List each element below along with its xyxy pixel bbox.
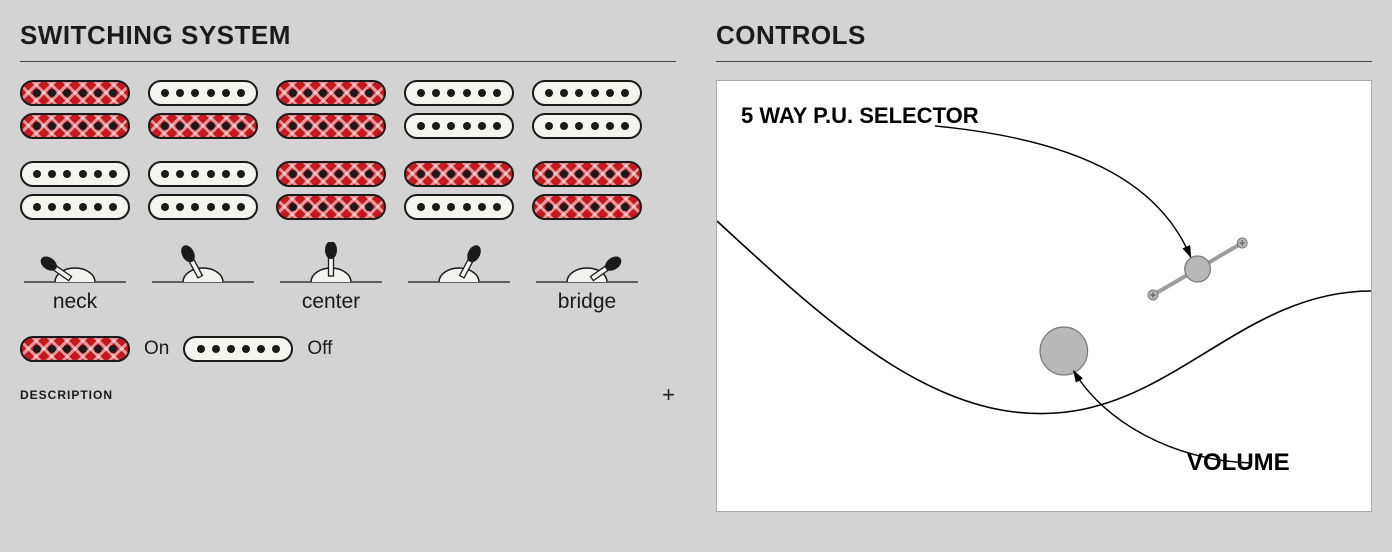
bridge-humbucker [404, 161, 514, 220]
expand-icon[interactable]: + [662, 384, 676, 406]
pickup-coil [20, 161, 130, 187]
pickup-coil [532, 113, 642, 139]
legend-off-coil [183, 336, 293, 362]
pickup-coil [276, 113, 386, 139]
switch-position [148, 242, 258, 316]
controls-panel: CONTROLS 5 WAY P.U. SELECTOR VOLUME [716, 20, 1372, 552]
pickup-coil [183, 336, 293, 362]
pickup-coil [20, 113, 130, 139]
pickup-coil [532, 194, 642, 220]
controls-title: CONTROLS [716, 20, 1372, 51]
pickup-coil [276, 194, 386, 220]
pickup-coil [20, 336, 130, 362]
pickup-coil [148, 80, 258, 106]
pickup-coil [20, 194, 130, 220]
pickup-coil [276, 80, 386, 106]
neck-humbucker [404, 80, 514, 139]
switch-position: neck [20, 242, 130, 316]
switch-position [404, 242, 514, 316]
controls-diagram: 5 WAY P.U. SELECTOR VOLUME [716, 80, 1372, 512]
pickup-coil [532, 80, 642, 106]
switching-title: SWITCHING SYSTEM [20, 20, 676, 51]
switch-position-label: center [302, 290, 360, 316]
neck-humbucker [276, 80, 386, 139]
volume-label: VOLUME [1187, 449, 1290, 477]
switching-legend: On Off [20, 336, 676, 362]
bridge-humbucker [20, 161, 130, 220]
pickup-coil [404, 194, 514, 220]
legend-on-label: On [144, 338, 169, 360]
switch-position-label: bridge [558, 290, 616, 316]
legend-on-coil [20, 336, 130, 362]
switch-position-label: neck [53, 290, 97, 316]
description-bar[interactable]: DESCRIPTION + [20, 384, 676, 406]
divider [20, 61, 676, 62]
description-label: DESCRIPTION [20, 388, 113, 402]
pickup-coil [148, 161, 258, 187]
selector-label: 5 WAY P.U. SELECTOR [741, 103, 979, 129]
neck-humbucker [532, 80, 642, 139]
switch-position: center [276, 242, 386, 316]
pickup-coil [404, 80, 514, 106]
pickup-coil [404, 161, 514, 187]
divider [716, 61, 1372, 62]
switch-position: bridge [532, 242, 642, 316]
pickup-coil [276, 161, 386, 187]
pickup-coil [20, 80, 130, 106]
pickup-coil [532, 161, 642, 187]
legend-off-label: Off [307, 338, 332, 360]
switching-system-panel: SWITCHING SYSTEM neck center bridge On Off… [20, 20, 676, 552]
bridge-humbucker [148, 161, 258, 220]
neck-humbucker [148, 80, 258, 139]
bridge-humbucker [276, 161, 386, 220]
switching-grid: neck center bridge [20, 80, 676, 316]
pickup-coil [148, 113, 258, 139]
neck-humbucker [20, 80, 130, 139]
pickup-coil [404, 113, 514, 139]
pickup-coil [148, 194, 258, 220]
bridge-humbucker [532, 161, 642, 220]
